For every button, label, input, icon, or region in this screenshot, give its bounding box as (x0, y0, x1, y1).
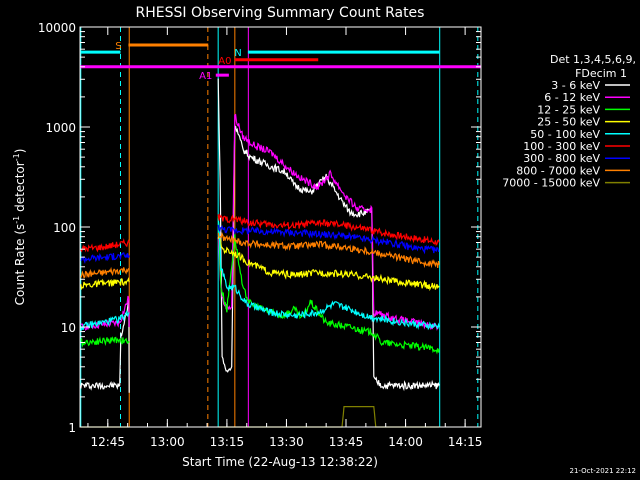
legend-label-4: 50 - 100 keV (530, 128, 600, 141)
y-tick-label-0: 1 (68, 421, 76, 435)
y-axis-label-main: Count Rate (s (13, 224, 27, 306)
timestamp-stamp: 21-Oct-2021 22:12 (570, 467, 636, 475)
y-tick-label-2: 100 (53, 221, 76, 235)
x-tick-label-1: 13:00 (150, 435, 185, 449)
series-line-2-0 (80, 336, 130, 348)
series-line-7-0 (80, 266, 130, 279)
series-line-3-0 (80, 276, 130, 291)
y-axis-label-mid: detector (13, 161, 27, 216)
x-tick-label-5: 14:00 (388, 435, 423, 449)
series-line-5-0 (80, 238, 130, 253)
legend-header-line2: FDecim 1 (575, 67, 627, 80)
legend-label-0: 3 - 6 keV (551, 79, 600, 92)
legend-label-2: 12 - 25 keV (537, 103, 600, 116)
series-line-1-1 (217, 113, 440, 331)
legend-header-line1: Det 1,3,4,5,6,9, (550, 53, 636, 66)
x-tick-label-3: 13:30 (269, 435, 304, 449)
legend-label-3: 25 - 50 keV (537, 116, 600, 129)
x-tick-label-2: 13:15 (210, 435, 245, 449)
flag-label-1: S (115, 41, 121, 52)
chart-title: RHESSI Observing Summary Count Rates (136, 5, 425, 21)
x-axis-label: Start Time (22-Aug-13 12:38:22) (182, 455, 378, 469)
series-line-7-1 (217, 231, 440, 269)
x-axis: 12:45 13:00 13:15 13:30 13:45 14:00 14:15 (87, 27, 483, 449)
legend-label-8: 7000 - 15000 keV (502, 177, 600, 190)
series-line-6-0 (80, 252, 130, 265)
series-line-4-1 (217, 218, 440, 331)
series-line-5-1 (217, 212, 440, 247)
legend-label-1: 6 - 12 keV (544, 91, 600, 104)
flag-label-0: N (234, 48, 241, 59)
y-axis-label-end: ) (13, 149, 27, 154)
y-axis-label-sup1: -1 (12, 216, 21, 224)
flag-label-3: A1 (199, 71, 212, 82)
y-tick-label-4: 10000 (38, 21, 76, 35)
flag-bars: N S A0 A1 (80, 41, 481, 82)
y-axis-label: Count Rate (s-1 detector-1) (12, 149, 27, 306)
flag-label-2: A0 (218, 56, 231, 67)
legend-label-5: 100 - 300 keV (523, 140, 600, 153)
y-tick-label-1: 10 (61, 321, 76, 335)
series-line-6-1 (217, 224, 440, 255)
legend-label-6: 300 - 800 keV (523, 152, 600, 165)
series-line-3-1 (217, 235, 440, 292)
x-tick-label-4: 13:45 (329, 435, 364, 449)
y-tick-label-3: 1000 (45, 121, 76, 135)
series-line-0-0 (80, 299, 130, 393)
y-axis: 1 10 100 1000 10000 (38, 21, 481, 435)
y-axis-label-sup2: -1 (12, 153, 21, 161)
legend-label-7: 800 - 7000 keV (516, 164, 600, 177)
x-tick-label-0: 12:45 (90, 435, 125, 449)
series-line-0-1 (217, 78, 440, 392)
plot-area: N S A0 A1 (80, 27, 481, 428)
x-tick-label-6: 14:15 (448, 435, 483, 449)
